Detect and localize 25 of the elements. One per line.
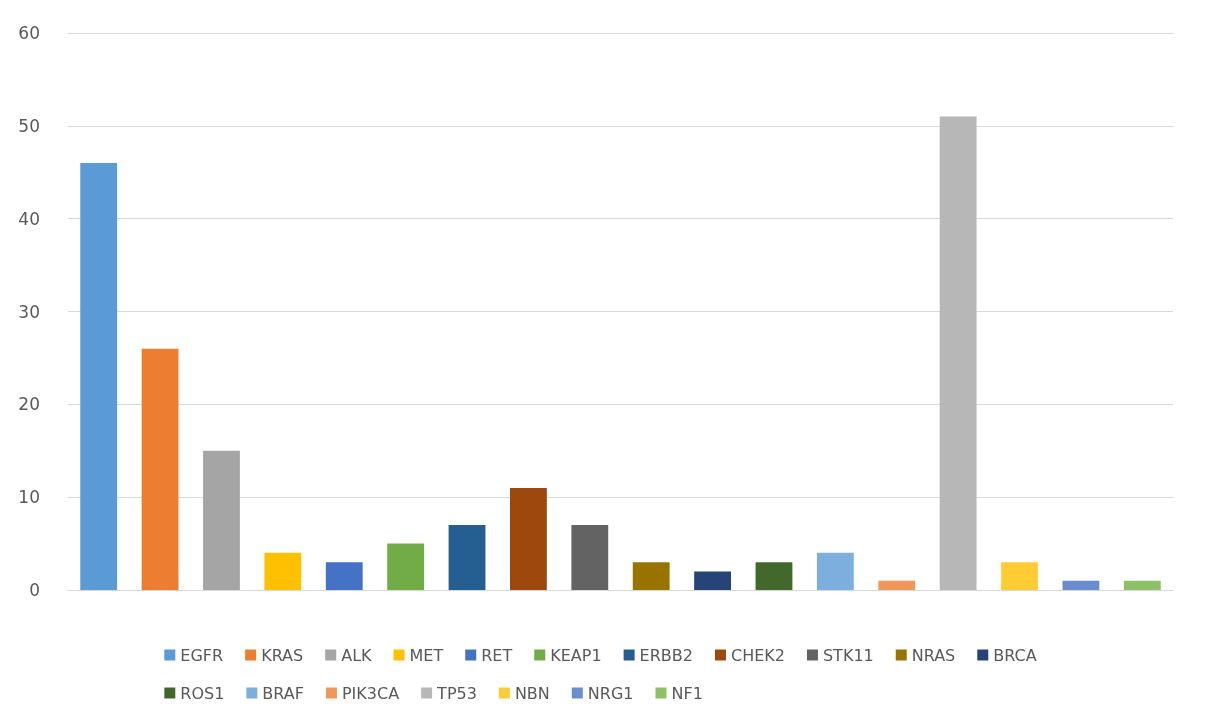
y-tick-label: 60 bbox=[18, 23, 40, 43]
legend-label: ROS1 bbox=[180, 683, 225, 703]
legend-label: NF1 bbox=[671, 683, 703, 703]
legend-label: NRG1 bbox=[587, 683, 634, 703]
y-tick-label: 20 bbox=[18, 394, 40, 415]
legend-label: TP53 bbox=[436, 683, 477, 703]
y-tick-label: 40 bbox=[18, 208, 40, 229]
legend-label: MET bbox=[409, 645, 444, 665]
legend-label: STK11 bbox=[822, 645, 874, 665]
legend-label: KRAS bbox=[261, 645, 304, 665]
y-tick-label: 30 bbox=[18, 301, 40, 322]
legend-label: NRAS bbox=[911, 645, 956, 665]
y-tick-label: 0 bbox=[29, 580, 40, 600]
legend-label: NBN bbox=[514, 683, 550, 703]
legend-label: ERBB2 bbox=[639, 645, 693, 665]
legend-label: ALK bbox=[341, 645, 373, 665]
legend-label: BRCA bbox=[993, 645, 1037, 665]
legend-label: RET bbox=[481, 645, 513, 665]
legend-label: CHEK2 bbox=[730, 645, 785, 665]
y-tick-label: 50 bbox=[18, 115, 40, 136]
legend-label: EGFR bbox=[180, 645, 224, 665]
y-tick-label: 10 bbox=[18, 487, 40, 508]
legend-label: BRAF bbox=[262, 683, 304, 703]
legend-label: KEAP1 bbox=[550, 645, 602, 665]
legend-label: PIK3CA bbox=[341, 683, 400, 703]
